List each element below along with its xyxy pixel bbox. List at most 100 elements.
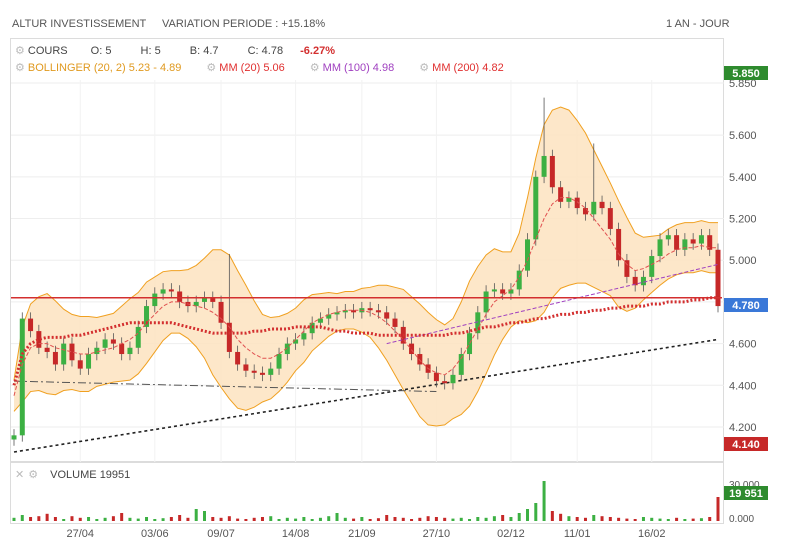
candle — [409, 343, 415, 355]
volume-bar — [368, 519, 372, 521]
candle — [160, 289, 166, 294]
volume-badge-text: 19 951 — [729, 488, 763, 500]
legend-mm20[interactable]: ⚙ MM (20) 5.06 — [206, 62, 285, 74]
candle — [351, 310, 357, 313]
volume-bar — [691, 518, 695, 521]
volume-bar — [509, 517, 513, 521]
x-tick-label: 27/10 — [423, 528, 451, 540]
candle — [110, 339, 116, 344]
candle — [698, 235, 704, 244]
volume-bar — [111, 516, 115, 521]
volume-bar — [675, 517, 679, 521]
volume-bar — [468, 519, 472, 521]
candle — [475, 312, 481, 334]
volume-bar — [343, 517, 347, 521]
volume-bar — [252, 517, 256, 521]
candle — [268, 368, 274, 375]
candle — [690, 239, 696, 244]
volume-bar — [517, 513, 521, 521]
volume-bar — [608, 517, 612, 521]
volume-bar — [78, 517, 82, 521]
price-high-badge — [724, 66, 768, 80]
volume-bar — [53, 517, 57, 521]
candle — [591, 201, 597, 215]
volume-bar — [70, 516, 74, 521]
volume-bar — [699, 518, 703, 521]
price-last-badge — [724, 298, 768, 312]
candle — [483, 291, 489, 313]
volume-bar — [294, 518, 298, 521]
price-low-badge — [724, 437, 768, 451]
candle — [19, 318, 25, 436]
x-tick-label: 11/01 — [564, 528, 591, 540]
volume-bar — [484, 517, 488, 521]
y-tick-label: 5.400 — [729, 172, 757, 184]
volume-bar — [683, 519, 687, 521]
period-selector[interactable]: 1 AN - JOUR — [666, 18, 730, 30]
candle — [649, 256, 655, 277]
volume-badge — [724, 486, 768, 500]
candle — [11, 435, 17, 440]
close-icon[interactable]: ✕ — [15, 469, 25, 481]
volume-bar — [575, 517, 579, 521]
candle — [433, 372, 439, 382]
candle — [541, 155, 547, 177]
candle — [500, 289, 506, 294]
candle — [28, 318, 34, 332]
candle — [52, 351, 58, 365]
volume-bar — [244, 519, 248, 521]
volume-bar — [120, 513, 124, 521]
volume-bar — [277, 519, 281, 521]
volume-bar — [87, 517, 91, 521]
x-tick-label: 09/07 — [207, 528, 235, 540]
candle — [574, 197, 580, 209]
volume-bar — [95, 519, 99, 521]
candle — [77, 360, 83, 369]
gear-icon[interactable]: ⚙ — [15, 45, 25, 57]
volume-bar — [145, 517, 149, 521]
candle — [210, 297, 216, 302]
candle — [235, 351, 241, 365]
candle — [566, 197, 572, 202]
candle — [284, 343, 290, 355]
volume-bar — [186, 517, 190, 521]
legend-indicators: ⚙ BOLLINGER (20, 2) 5.23 - 4.89 ⚙ MM (20) … — [15, 61, 504, 74]
candle — [450, 374, 456, 384]
legend-mm100[interactable]: ⚙ MM (100) 4.98 — [309, 62, 395, 74]
volume-bar — [617, 517, 621, 521]
candle — [61, 343, 67, 365]
candle — [491, 289, 497, 292]
legend-cours[interactable]: ⚙ COURS O: 5 H: 5 B: 4.7 C: 4.78 -6.27% — [15, 45, 335, 57]
y-tick-label: 5.600 — [729, 130, 757, 142]
candle — [293, 339, 299, 344]
volume-bar — [550, 511, 554, 521]
gear-icon[interactable]: ⚙ — [28, 469, 39, 481]
volume-bar — [45, 513, 49, 521]
volume-panel: ✕ ⚙ VOLUME 19951 — [10, 462, 724, 524]
y-tick-label: 5.200 — [729, 214, 757, 226]
volume-bar — [335, 513, 339, 521]
candle — [508, 289, 514, 294]
legend-bollinger[interactable]: ⚙ BOLLINGER (20, 2) 5.23 - 4.89 — [15, 62, 182, 74]
legend-mm200[interactable]: ⚙ MM (200) 4.82 — [419, 62, 504, 74]
volume-bar — [352, 518, 356, 521]
volume-bar — [37, 516, 41, 521]
candle — [599, 201, 605, 209]
volume-legend: ✕ ⚙ VOLUME 19951 — [15, 469, 131, 481]
volume-bar — [592, 515, 596, 521]
candle — [301, 333, 307, 340]
volume-bar — [708, 517, 712, 521]
candle — [144, 306, 150, 327]
candle — [367, 308, 373, 311]
candle — [334, 312, 340, 315]
volume-bar — [401, 517, 405, 521]
y-tick-label: 5.000 — [729, 255, 757, 267]
candle — [218, 301, 224, 323]
ma200-line — [12, 296, 718, 386]
candle — [69, 343, 75, 361]
trendline-support — [13, 338, 719, 453]
gear-icon: ⚙ — [309, 62, 320, 74]
volume-bar — [534, 503, 538, 521]
volume-bar — [476, 517, 480, 521]
